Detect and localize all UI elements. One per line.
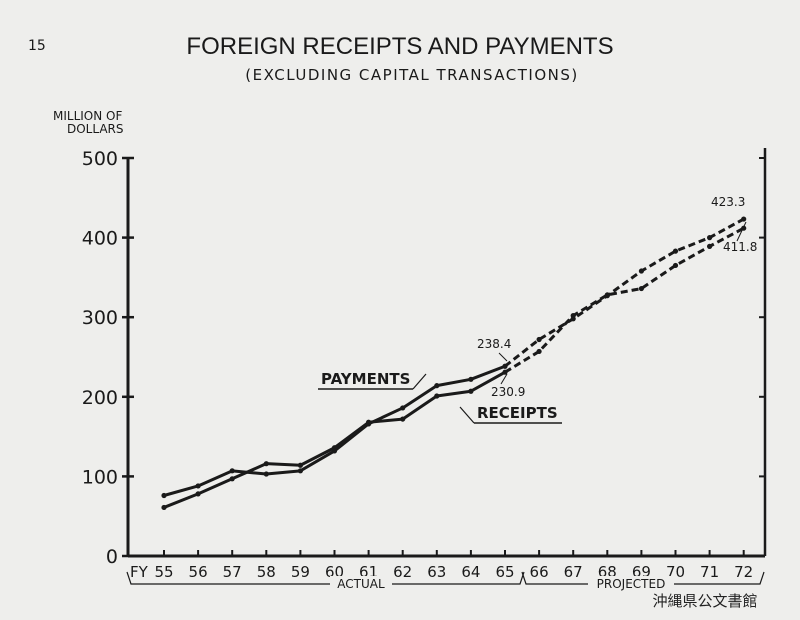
series-receipts-point — [638, 285, 645, 292]
series-payments-point — [468, 376, 474, 382]
annotation-payments-72: 423.3 — [711, 195, 745, 209]
series-receipts-point — [570, 313, 576, 319]
x-tick-label: 71 — [700, 563, 719, 581]
x-tick-label: 55 — [154, 563, 173, 581]
x-tick-label: 72 — [734, 563, 753, 581]
series-payments-point — [195, 483, 201, 489]
series-receipts-point — [161, 504, 167, 511]
x-tick-label: 67 — [564, 563, 583, 581]
legend-receipts: RECEIPTS — [477, 404, 558, 422]
projected-label: PROJECTED — [597, 577, 666, 591]
series-payments-point — [161, 492, 167, 499]
y-tick-label: 500 — [82, 148, 118, 170]
series-receipts-point — [468, 388, 474, 394]
x-ticks: 55 56 57 58 59 60 61 62 63 64 65 66 67 68 69 70 71 72 — [154, 550, 753, 581]
series-payments-point — [434, 383, 440, 389]
series-receipts-point — [434, 393, 440, 399]
series-lines — [163, 217, 745, 509]
annotation-payments-65: 238.4 — [477, 337, 511, 351]
x-tick-label: 57 — [223, 563, 242, 581]
series-receipts-point — [502, 369, 508, 375]
x-tick-label: 56 — [189, 563, 208, 581]
legend-receipts-leader — [459, 406, 475, 424]
series-receipts-point — [672, 262, 679, 269]
series-receipts-point — [229, 476, 235, 482]
chart-title: FOREIGN RECEIPTS AND PAYMENTS — [186, 33, 613, 60]
series-payments-point — [229, 468, 235, 474]
annotation-receipts-72: 411.8 — [723, 240, 757, 254]
legend-payments-leader — [412, 373, 427, 390]
series-receipts-projected-line — [504, 226, 745, 374]
series-receipts-point — [400, 416, 406, 422]
series-receipts-point — [536, 348, 542, 355]
series-receipts-point — [195, 491, 201, 497]
page-number: 15 — [28, 38, 46, 54]
projected-label-bg — [588, 576, 674, 590]
series-payments-point — [297, 468, 303, 474]
series-receipts-point — [366, 419, 372, 425]
y-tick-label: 300 — [82, 307, 118, 329]
annotation-leader-receipts-72 — [736, 221, 747, 242]
archive-mark: 沖縄県公文書館 — [652, 592, 757, 610]
series-payments-point — [536, 336, 542, 343]
y-ticks: 0 100 200 300 400 500 — [82, 148, 765, 568]
x-tick-label: 63 — [427, 563, 446, 581]
series-receipts-point — [331, 445, 338, 451]
series-payments-point — [263, 471, 269, 477]
series-payments-point — [672, 248, 679, 254]
annotation-leader-receipts-65 — [500, 373, 508, 385]
x-tick-label: 62 — [393, 563, 412, 581]
series-payments-point — [400, 405, 406, 411]
series-receipts-actual-line — [163, 370, 506, 509]
series-payments-point — [502, 363, 508, 369]
y-axis-label-line1: MILLION OF — [53, 109, 122, 123]
x-tick-label: 59 — [291, 563, 310, 581]
series-receipts-point — [707, 243, 713, 249]
actual-bracket — [126, 571, 525, 585]
y-tick-label: 400 — [82, 228, 118, 250]
series-payments-point — [638, 268, 645, 274]
series-payments-point — [741, 216, 747, 222]
y-axis-label-line2: DOLLARS — [67, 122, 124, 136]
legend-payments: PAYMENTS — [321, 370, 410, 388]
fy-label: FY — [130, 563, 149, 581]
annotation-leader-payments-65 — [498, 352, 508, 362]
y-tick-label: 100 — [82, 466, 118, 488]
series-points — [161, 216, 747, 511]
series-payments-projected-line — [504, 217, 745, 368]
annotation-receipts-65: 230.9 — [491, 385, 525, 399]
y-tick-label: 0 — [106, 546, 118, 568]
x-tick-label: 64 — [461, 563, 480, 581]
x-tick-label: 58 — [257, 563, 276, 581]
chart-subtitle: (EXCLUDING CAPITAL TRANSACTIONS) — [245, 66, 578, 84]
actual-label: ACTUAL — [337, 577, 385, 591]
x-tick-label: 66 — [530, 563, 549, 581]
actual-label-bg — [330, 576, 392, 590]
series-receipts-point — [297, 462, 303, 468]
series-receipts-point — [604, 292, 610, 298]
x-tick-label: 65 — [495, 563, 514, 581]
y-tick-label: 200 — [82, 387, 118, 409]
series-payments-point — [707, 235, 713, 241]
series-receipts-point — [263, 461, 269, 467]
